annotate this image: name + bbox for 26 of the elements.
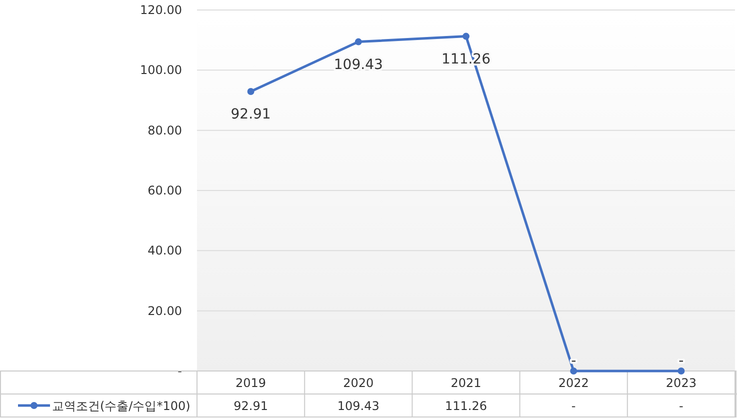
data-label: 111.26 <box>445 399 487 413</box>
point <box>354 38 362 46</box>
y-tick-label: 120.00 <box>140 3 182 17</box>
text: 92.91 <box>230 106 271 122</box>
point <box>247 88 254 95</box>
y-tick-label: 100.00 <box>140 63 182 78</box>
y-tick-label: 20.00 <box>148 304 182 318</box>
x-tick-label: 2019 <box>236 376 266 390</box>
y-tick-label: 80.00 <box>148 123 182 138</box>
legend-label: 교역조건(수출/수입*100) <box>52 399 190 413</box>
data-label: - <box>571 399 576 413</box>
x-tick-label: 2020 <box>343 376 374 390</box>
data-label: 109.43 <box>337 399 380 413</box>
point <box>570 368 578 374</box>
text: - <box>571 353 576 369</box>
text: - <box>678 353 684 369</box>
point <box>462 32 470 40</box>
x-tick-label: 2023 <box>666 376 696 390</box>
x-tick-label: 2022 <box>558 376 589 390</box>
x-tick-label: 2021 <box>450 376 482 390</box>
data-label: 92.91 <box>234 399 268 413</box>
y-tick-label: 40.00 <box>148 244 182 258</box>
point <box>678 368 685 374</box>
text: 109.43 <box>334 56 383 73</box>
y-tick-label: 60.00 <box>148 184 182 198</box>
data-label: - <box>679 399 684 413</box>
